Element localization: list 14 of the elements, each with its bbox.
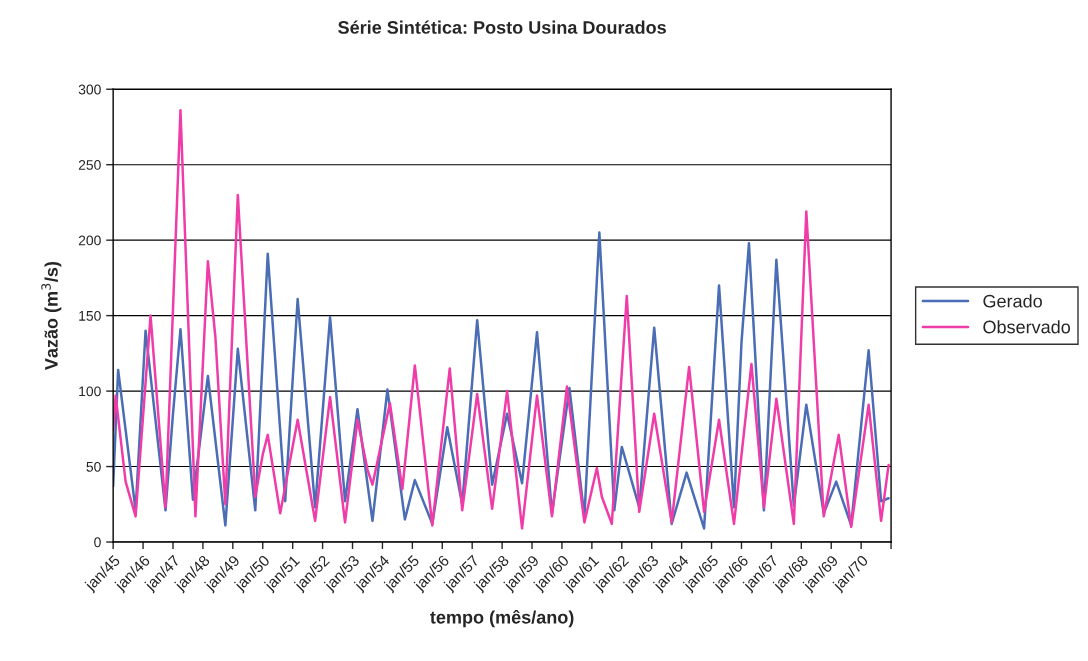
legend-label: Gerado [983, 294, 1042, 308]
y-tick-label: 150 [79, 310, 101, 321]
chart-title: Série Sintética: Posto Usina Dourados [338, 20, 666, 34]
y-tick-label: 200 [78, 235, 101, 246]
y-tick-label: 0 [94, 537, 101, 548]
y-axis-title: Vazão (m$^{3}$/s) [41, 262, 62, 371]
y-tick-label: 300 [78, 84, 101, 95]
legend-label: Observado [983, 320, 1071, 334]
x-axis-title: tempo (mês/ano) [430, 609, 574, 628]
y-tick-label: 250 [78, 160, 101, 170]
line-series [113, 231, 890, 530]
y-tick-label: 50 [86, 461, 101, 472]
line-series [113, 109, 890, 530]
y-tick-label: 100 [79, 386, 101, 397]
